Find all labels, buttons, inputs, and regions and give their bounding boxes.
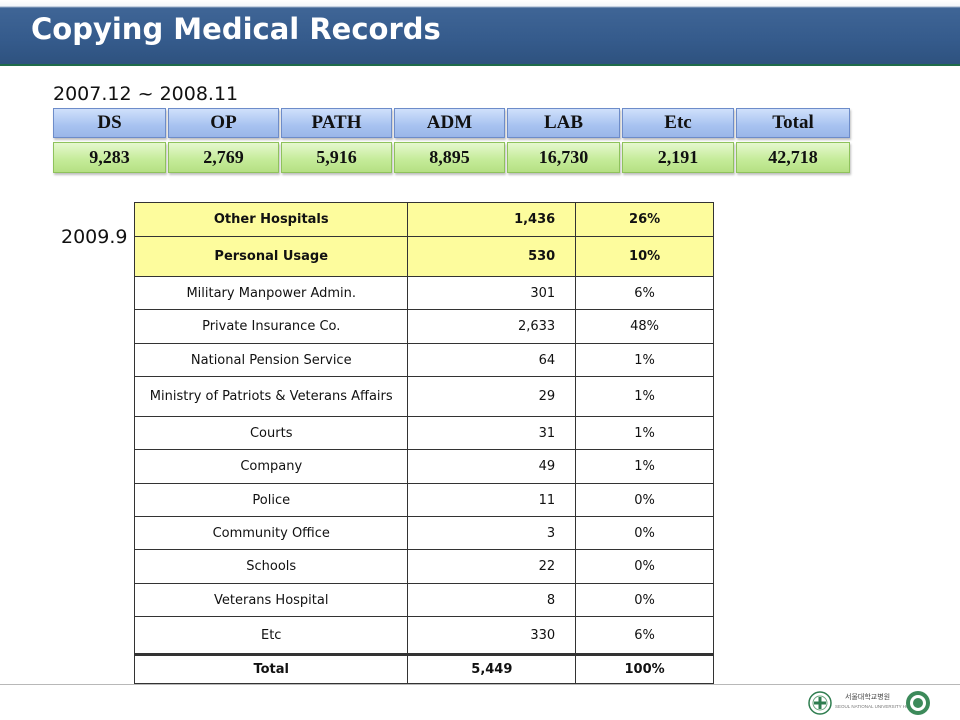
table-row: Personal Usage 530 10% bbox=[133, 236, 714, 277]
percent-cell: 0% bbox=[575, 483, 714, 517]
category-cell: Private Insurance Co. bbox=[133, 309, 409, 344]
table-row: Ministry of Patriots & Veterans Affairs … bbox=[133, 376, 714, 417]
title-underline bbox=[0, 64, 960, 66]
category-cell: Ministry of Patriots & Veterans Affairs bbox=[133, 376, 409, 417]
total-percent-cell: 100% bbox=[575, 653, 714, 684]
percent-cell: 0% bbox=[575, 549, 714, 584]
usage-table: Other Hospitals 1,436 26% Personal Usage… bbox=[133, 202, 714, 684]
count-cell: 3 bbox=[407, 516, 577, 550]
summary-value-cell: 16,730 bbox=[507, 142, 620, 173]
category-cell: Community Office bbox=[133, 516, 409, 550]
count-cell: 29 bbox=[407, 376, 577, 417]
summary-header-cell: Total bbox=[736, 108, 850, 138]
table-row: Company 49 1% bbox=[133, 449, 714, 484]
count-cell: 8 bbox=[407, 583, 577, 617]
percent-cell: 0% bbox=[575, 583, 714, 617]
summary-value-cell: 2,191 bbox=[622, 142, 734, 173]
count-cell: 11 bbox=[407, 483, 577, 517]
category-cell: Etc bbox=[133, 616, 409, 655]
summary-header-cell: OP bbox=[168, 108, 279, 138]
summary-header-cell: PATH bbox=[281, 108, 392, 138]
percent-cell: 1% bbox=[575, 343, 714, 377]
category-cell: Police bbox=[133, 483, 409, 517]
category-cell: Other Hospitals bbox=[133, 202, 409, 237]
category-cell: Personal Usage bbox=[133, 236, 409, 277]
count-cell: 530 bbox=[407, 236, 577, 277]
percent-cell: 1% bbox=[575, 449, 714, 484]
table-row: Private Insurance Co. 2,633 48% bbox=[133, 309, 714, 344]
percent-cell: 1% bbox=[575, 416, 714, 450]
footer-divider bbox=[0, 684, 960, 685]
summary-value-cell: 42,718 bbox=[736, 142, 850, 173]
category-cell: Company bbox=[133, 449, 409, 484]
table-row: Community Office 3 0% bbox=[133, 516, 714, 550]
table-row: Military Manpower Admin. 301 6% bbox=[133, 276, 714, 310]
summary-value-cell: 5,916 bbox=[281, 142, 392, 173]
hospital-seal-icon bbox=[906, 691, 930, 715]
category-cell: National Pension Service bbox=[133, 343, 409, 377]
count-cell: 330 bbox=[407, 616, 577, 655]
page-title: Copying Medical Records bbox=[31, 12, 441, 46]
category-cell: Schools bbox=[133, 549, 409, 584]
count-cell: 31 bbox=[407, 416, 577, 450]
table-row: Other Hospitals 1,436 26% bbox=[133, 202, 714, 237]
category-cell: Veterans Hospital bbox=[133, 583, 409, 617]
table-row: Veterans Hospital 8 0% bbox=[133, 583, 714, 617]
percent-cell: 1% bbox=[575, 376, 714, 417]
count-cell: 301 bbox=[407, 276, 577, 310]
hospital-logo: 서울대학교병원 SEOUL NATIONAL UNIVERSITY HOSPIT… bbox=[805, 689, 935, 717]
count-cell: 49 bbox=[407, 449, 577, 484]
summary-header-row: DS OP PATH ADM LAB Etc Total bbox=[53, 108, 852, 138]
summary-value-cell: 9,283 bbox=[53, 142, 166, 173]
percent-cell: 10% bbox=[575, 236, 714, 277]
table-row: Schools 22 0% bbox=[133, 549, 714, 584]
percent-cell: 26% bbox=[575, 202, 714, 237]
table-row: National Pension Service 64 1% bbox=[133, 343, 714, 377]
category-cell: Courts bbox=[133, 416, 409, 450]
summary-value-cell: 2,769 bbox=[168, 142, 279, 173]
table-row: Etc 330 6% bbox=[133, 616, 714, 655]
summary-value-cell: 8,895 bbox=[394, 142, 505, 173]
logo-text-english: SEOUL NATIONAL UNIVERSITY HOSPITAL bbox=[835, 704, 925, 709]
count-cell: 2,633 bbox=[407, 309, 577, 344]
summary-value-row: 9,283 2,769 5,916 8,895 16,730 2,191 42,… bbox=[53, 142, 852, 173]
total-label-cell: Total bbox=[133, 653, 409, 684]
total-count-cell: 5,449 bbox=[407, 653, 577, 684]
summary-header-cell: DS bbox=[53, 108, 166, 138]
summary-header-cell: ADM bbox=[394, 108, 505, 138]
table-row: Courts 31 1% bbox=[133, 416, 714, 450]
count-cell: 64 bbox=[407, 343, 577, 377]
hospital-emblem-icon bbox=[808, 691, 832, 715]
percent-cell: 6% bbox=[575, 616, 714, 655]
summary-header-cell: Etc bbox=[622, 108, 734, 138]
percent-cell: 48% bbox=[575, 309, 714, 344]
table-row: Police 11 0% bbox=[133, 483, 714, 517]
total-row: Total 5,449 100% bbox=[133, 653, 714, 684]
summary-header-cell: LAB bbox=[507, 108, 620, 138]
summary-period-label: 2007.12 ~ 2008.11 bbox=[53, 83, 239, 105]
count-cell: 22 bbox=[407, 549, 577, 584]
logo-text-korean: 서울대학교병원 bbox=[845, 694, 891, 701]
title-bar: Copying Medical Records bbox=[0, 0, 960, 66]
count-cell: 1,436 bbox=[407, 202, 577, 237]
percent-cell: 0% bbox=[575, 516, 714, 550]
percent-cell: 6% bbox=[575, 276, 714, 310]
category-cell: Military Manpower Admin. bbox=[133, 276, 409, 310]
usage-period-label: 2009.9 bbox=[61, 226, 128, 248]
